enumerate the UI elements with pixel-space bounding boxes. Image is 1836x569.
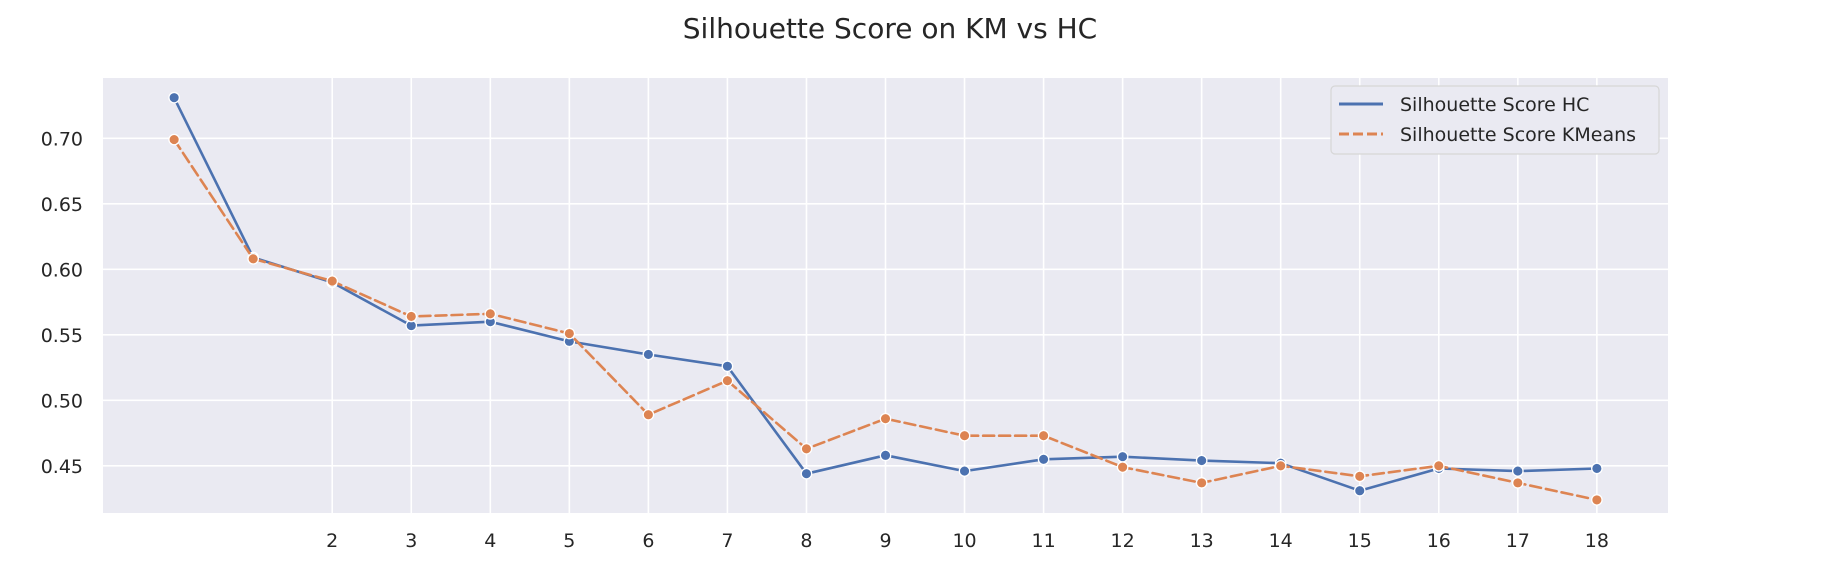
data-point-kmeans <box>405 310 418 323</box>
x-tick-label: 5 <box>563 530 575 552</box>
x-tick-label: 7 <box>721 530 733 552</box>
data-point-hc <box>1195 454 1208 467</box>
data-point-kmeans <box>1432 459 1445 472</box>
data-point-hc <box>1037 453 1050 466</box>
x-tick-label: 14 <box>1269 530 1293 552</box>
data-point-kmeans <box>1591 494 1603 506</box>
y-tick-label: 0.60 <box>41 259 83 281</box>
data-point-hc <box>642 348 655 361</box>
data-point-kmeans <box>1511 477 1524 489</box>
y-tick-labels: 0.45 0.50 0.55 0.60 0.65 0.70 <box>41 128 83 478</box>
data-point-kmeans <box>484 307 497 320</box>
x-tick-label: 8 <box>800 530 812 552</box>
legend-label-hc: Silhouette Score HC <box>1400 94 1589 116</box>
data-point-hc <box>1116 450 1129 463</box>
series-kmeans <box>168 133 1603 506</box>
y-tick-label: 0.65 <box>41 194 83 216</box>
x-tick-label: 9 <box>879 530 891 552</box>
data-point-kmeans <box>1037 429 1050 442</box>
x-tick-label: 4 <box>484 530 496 552</box>
x-tick-label: 18 <box>1585 530 1609 552</box>
data-point-hc <box>958 465 971 477</box>
x-tick-label: 12 <box>1111 530 1135 552</box>
x-tick-label: 15 <box>1348 530 1372 552</box>
legend-box <box>1330 85 1660 155</box>
x-tick-label: 3 <box>405 530 417 552</box>
data-point-hc <box>168 91 180 104</box>
data-point-hc <box>1353 484 1366 497</box>
data-point-kmeans <box>642 408 655 421</box>
data-point-hc <box>1511 465 1524 477</box>
y-tick-label: 0.70 <box>41 128 83 150</box>
x-tick-label: 10 <box>952 530 976 552</box>
y-tick-label: 0.45 <box>41 456 83 478</box>
data-point-kmeans <box>168 133 180 146</box>
data-point-kmeans <box>1353 470 1366 483</box>
data-point-hc <box>721 360 734 373</box>
data-point-kmeans <box>326 275 339 287</box>
data-point-hc <box>879 449 892 462</box>
x-tick-label: 16 <box>1427 530 1451 552</box>
data-point-hc <box>1591 462 1603 475</box>
data-point-kmeans <box>1274 459 1287 472</box>
data-point-hc <box>800 467 813 480</box>
data-point-kmeans <box>800 442 813 455</box>
series-layer <box>168 91 1603 506</box>
x-tick-label: 6 <box>642 530 654 552</box>
data-point-kmeans <box>1116 461 1129 473</box>
legend-label-kmeans: Silhouette Score KMeans <box>1400 124 1636 146</box>
y-tick-label: 0.50 <box>41 390 83 412</box>
data-point-kmeans <box>721 374 734 387</box>
data-point-kmeans <box>247 252 260 265</box>
chart-title: Silhouette Score on KM vs HC <box>683 12 1097 45</box>
x-tick-label: 2 <box>326 530 338 552</box>
data-point-kmeans <box>563 327 576 340</box>
data-point-kmeans <box>958 429 971 442</box>
x-tick-labels: 2 3 4 5 6 7 8 9 10 11 12 13 14 15 16 17 18 <box>326 530 1609 552</box>
data-point-kmeans <box>1195 477 1208 489</box>
y-tick-label: 0.55 <box>41 325 83 347</box>
legend: Silhouette Score HC Silhouette Score KMe… <box>1330 85 1660 155</box>
data-point-kmeans <box>879 412 892 425</box>
x-tick-label: 11 <box>1031 530 1055 552</box>
x-tick-label: 17 <box>1506 530 1530 552</box>
x-tick-label: 13 <box>1190 530 1214 552</box>
grid-lines <box>103 78 1668 513</box>
